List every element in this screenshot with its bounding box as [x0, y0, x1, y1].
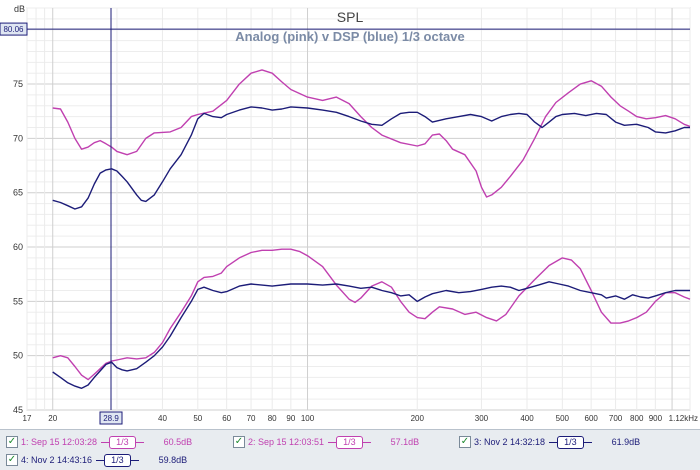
series-line-4	[52, 281, 690, 389]
x-tick-label: 50	[193, 414, 202, 423]
x-tick-label: 400	[520, 414, 534, 423]
chart-title: SPL	[337, 9, 364, 25]
smoothing-badge[interactable]: 1/3	[96, 453, 139, 467]
legend-value: 59.8dB	[158, 455, 188, 465]
y-tick-label: 60	[13, 242, 23, 252]
x-tick-label: 60	[222, 414, 231, 423]
chart-series	[52, 69, 691, 389]
series-line-3	[52, 106, 690, 210]
y-tick-label: 50	[13, 351, 23, 361]
smoothing-badge[interactable]: 1/3	[101, 435, 144, 449]
x-tick-label: 700	[609, 414, 623, 423]
checkbox-icon[interactable]	[233, 436, 245, 448]
y-tick-label: 75	[13, 79, 23, 89]
x-tick-label: 200	[411, 414, 425, 423]
legend-bar: 1: Sep 15 12:03:28 1/3 60.5dB 2: Sep 15 …	[0, 429, 700, 470]
cursor-x-label: 28.9	[103, 414, 119, 423]
spl-chart: 45 50 55 60 65 70 75 17 20 28.9 40 50 60 70 80 90 100 200…	[0, 4, 698, 425]
x-tick-label: 80	[268, 414, 277, 423]
x-tick-label: 300	[475, 414, 489, 423]
y-tick-label: 45	[13, 405, 23, 415]
legend-label: 1: Sep 15 12:03:28	[21, 437, 98, 447]
y-axis-label: dB	[14, 4, 25, 14]
smoothing-badge[interactable]: 1/3	[328, 435, 371, 449]
y-tick-label: 65	[13, 188, 23, 198]
x-tick-label: 900	[649, 414, 663, 423]
x-tick-label: 100	[301, 414, 315, 423]
x-tick-label: 70	[247, 414, 256, 423]
legend-value: 57.1dB	[390, 437, 420, 447]
legend-label: 4: Nov 2 14:43:16	[21, 455, 93, 465]
x-tick-label: 800	[630, 414, 644, 423]
chart-subtitle: Analog (pink) v DSP (blue) 1/3 octave	[235, 29, 464, 44]
checkbox-icon[interactable]	[6, 454, 18, 466]
cursor-x-box	[99, 411, 123, 425]
legend-item-4[interactable]: 4: Nov 2 14:43:16 1/3 59.8dB	[6, 451, 187, 469]
x-tick-label: 1.12kHz	[669, 414, 698, 423]
legend-item-3[interactable]: 3: Nov 2 14:32:18 1/3 61.9dB	[459, 433, 640, 451]
chart-ticks: 45 50 55 60 65 70 75 17 20 28.9 40 50 60 70 80 90 100 200…	[0, 8, 698, 425]
smoothing-badge[interactable]: 1/3	[549, 435, 592, 449]
y-tick-label: 70	[13, 133, 23, 143]
x-tick-label: 90	[286, 414, 295, 423]
legend-item-1[interactable]: 1: Sep 15 12:03:28 1/3 60.5dB	[6, 433, 192, 451]
x-tick-label: 20	[48, 414, 57, 423]
x-tick-label: 17	[23, 414, 32, 423]
series-line-2	[52, 248, 691, 381]
x-tick-label: 600	[585, 414, 599, 423]
legend-item-2[interactable]: 2: Sep 15 12:03:51 1/3 57.1dB	[233, 433, 419, 451]
cursor-y-box	[0, 22, 28, 36]
y-tick-label: 55	[13, 296, 23, 306]
chart-grid	[26, 7, 691, 411]
x-tick-label: 40	[158, 414, 167, 423]
legend-label: 2: Sep 15 12:03:51	[248, 437, 325, 447]
legend-value: 60.5dB	[163, 437, 193, 447]
series-line-1	[52, 69, 691, 198]
legend-value: 61.9dB	[611, 437, 641, 447]
x-tick-label: 500	[556, 414, 570, 423]
checkbox-icon[interactable]	[6, 436, 18, 448]
checkbox-icon[interactable]	[459, 436, 471, 448]
cursor-y-label: 80.06	[3, 25, 24, 34]
legend-label: 3: Nov 2 14:32:18	[474, 437, 546, 447]
